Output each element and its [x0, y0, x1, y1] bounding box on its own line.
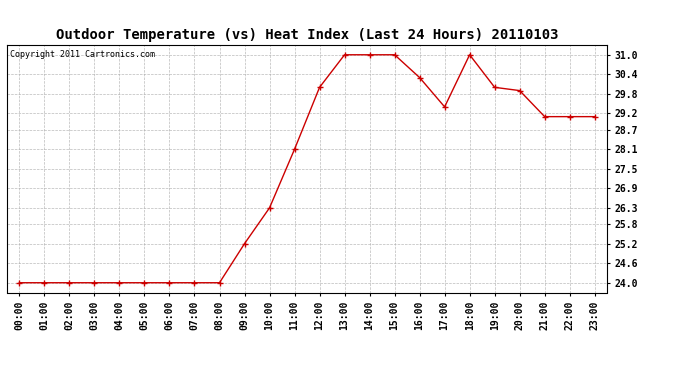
Title: Outdoor Temperature (vs) Heat Index (Last 24 Hours) 20110103: Outdoor Temperature (vs) Heat Index (Las… [56, 28, 558, 42]
Text: Copyright 2011 Cartronics.com: Copyright 2011 Cartronics.com [10, 50, 155, 59]
